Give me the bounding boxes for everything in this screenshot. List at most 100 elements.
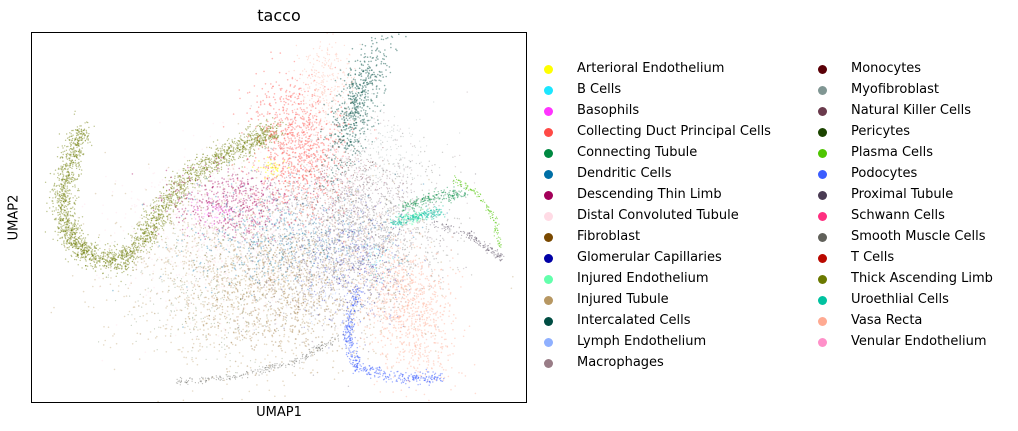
scatter-point bbox=[160, 235, 163, 238]
scatter-point bbox=[187, 180, 189, 182]
scatter-point bbox=[77, 189, 79, 192]
scatter-point bbox=[74, 252, 76, 254]
scatter-point bbox=[266, 317, 268, 319]
scatter-point bbox=[209, 166, 211, 168]
scatter-point bbox=[316, 212, 319, 215]
scatter-point bbox=[264, 137, 266, 139]
scatter-point bbox=[293, 292, 296, 295]
scatter-point bbox=[60, 173, 62, 175]
scatter-point bbox=[263, 240, 266, 243]
scatter-point bbox=[185, 262, 188, 264]
scatter-point bbox=[289, 330, 292, 332]
scatter-point bbox=[71, 227, 73, 229]
scatter-point bbox=[104, 264, 106, 266]
scatter-point bbox=[189, 168, 192, 171]
scatter-point bbox=[94, 250, 96, 252]
scatter-point bbox=[109, 252, 111, 254]
scatter-point bbox=[230, 257, 232, 260]
scatter-point bbox=[221, 279, 224, 281]
scatter-point bbox=[248, 149, 250, 151]
scatter-point bbox=[286, 249, 289, 252]
scatter-point bbox=[72, 155, 74, 158]
scatter-point bbox=[51, 200, 53, 202]
scatter-point bbox=[112, 256, 114, 258]
scatter-point bbox=[255, 133, 257, 135]
scatter-point bbox=[134, 253, 136, 256]
scatter-point bbox=[173, 244, 175, 246]
scatter-point bbox=[180, 186, 182, 188]
scatter-point bbox=[228, 142, 230, 145]
scatter-point bbox=[63, 178, 66, 181]
scatter-point bbox=[259, 123, 261, 125]
scatter-point bbox=[237, 143, 239, 145]
scatter-point bbox=[133, 261, 135, 264]
scatter-point bbox=[77, 130, 80, 132]
scatter-point bbox=[221, 247, 224, 250]
scatter-point bbox=[208, 146, 211, 149]
scatter-point bbox=[250, 193, 252, 195]
scatter-point bbox=[60, 156, 62, 158]
scatter-point bbox=[96, 261, 98, 264]
scatter-point bbox=[287, 304, 290, 306]
scatter-point bbox=[254, 140, 256, 142]
scatter-point bbox=[93, 250, 96, 252]
scatter-point bbox=[70, 236, 73, 238]
scatter-point bbox=[67, 219, 69, 222]
scatter-point bbox=[223, 150, 226, 153]
scatter-point bbox=[99, 265, 101, 267]
scatter-point bbox=[108, 259, 111, 262]
scatter-point bbox=[223, 379, 226, 382]
scatter-point bbox=[224, 329, 227, 331]
scatter-point bbox=[259, 318, 262, 320]
scatter-point bbox=[54, 230, 56, 233]
scatter-point bbox=[156, 235, 158, 237]
scatter-point bbox=[194, 179, 197, 182]
scatter-point bbox=[145, 224, 147, 227]
scatter-point bbox=[284, 395, 286, 397]
scatter-point bbox=[130, 250, 133, 253]
scatter-point bbox=[75, 246, 78, 248]
scatter-point bbox=[136, 255, 138, 258]
scatter-point bbox=[114, 183, 116, 185]
scatter-point bbox=[145, 223, 148, 225]
scatter-point bbox=[234, 159, 236, 161]
scatter-point bbox=[76, 197, 78, 199]
scatter-point bbox=[267, 260, 270, 263]
scatter-point bbox=[235, 295, 237, 298]
scatter-point bbox=[261, 129, 263, 131]
scatter-point bbox=[219, 257, 222, 259]
scatter-point bbox=[69, 239, 71, 241]
scatter-point bbox=[230, 270, 233, 272]
scatter-point bbox=[282, 295, 285, 298]
scatter-point bbox=[223, 156, 225, 158]
scatter-point bbox=[82, 290, 85, 293]
scatter-point bbox=[249, 290, 252, 292]
scatter-point bbox=[371, 242, 373, 244]
scatter-point bbox=[223, 158, 226, 160]
scatter-point bbox=[302, 320, 305, 323]
scatter-point bbox=[109, 245, 111, 247]
scatter-point bbox=[254, 374, 257, 377]
scatter-point bbox=[85, 260, 87, 262]
scatter-point bbox=[129, 250, 131, 252]
scatter-point bbox=[176, 205, 178, 207]
scatter-point bbox=[93, 245, 96, 247]
scatter-point bbox=[121, 268, 123, 270]
scatter-point bbox=[274, 194, 276, 196]
scatter-point bbox=[166, 256, 169, 259]
scatter-point bbox=[281, 233, 284, 236]
scatter-point bbox=[185, 169, 187, 172]
scatter-point bbox=[74, 184, 76, 186]
scatter-point bbox=[229, 150, 232, 152]
scatter-point bbox=[78, 247, 80, 249]
scatter-point bbox=[335, 262, 337, 265]
scatter-point bbox=[72, 129, 74, 132]
scatter-point bbox=[250, 312, 252, 314]
scatter-point bbox=[191, 338, 194, 341]
scatter-point bbox=[80, 125, 82, 127]
scatter-point bbox=[240, 253, 242, 255]
scatter-point bbox=[253, 149, 256, 151]
scatter-point bbox=[182, 276, 184, 278]
scatter-point bbox=[70, 144, 72, 146]
scatter-point bbox=[59, 193, 61, 196]
